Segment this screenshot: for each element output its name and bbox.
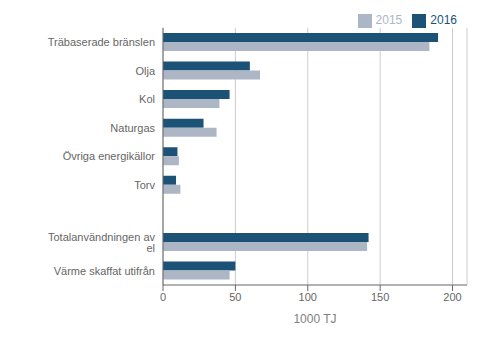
svg-text:Olja: Olja	[135, 65, 155, 77]
svg-text:Träbaserade bränslen: Träbaserade bränslen	[48, 36, 155, 48]
svg-text:50: 50	[229, 291, 241, 303]
svg-text:100: 100	[299, 291, 317, 303]
html-text:2015: 2015	[375, 13, 403, 27]
html-text:2016: 2016	[430, 13, 457, 27]
svg-text:1000 TJ: 1000 TJ	[293, 312, 336, 326]
svg-text:Naturgas: Naturgas	[110, 122, 155, 134]
svg-text:Torv: Torv	[134, 179, 155, 191]
svg-text:0: 0	[160, 291, 166, 303]
svg-text:150: 150	[371, 291, 389, 303]
svg-text:Värme skaffat utifrån: Värme skaffat utifrån	[54, 265, 155, 277]
svg-text:200: 200	[443, 291, 461, 303]
svg-text:Kol: Kol	[139, 93, 155, 105]
svg-text:Totalanvändningen avel: Totalanvändningen avel	[48, 231, 156, 254]
svg-text:Övriga energikällor: Övriga energikällor	[63, 150, 156, 162]
